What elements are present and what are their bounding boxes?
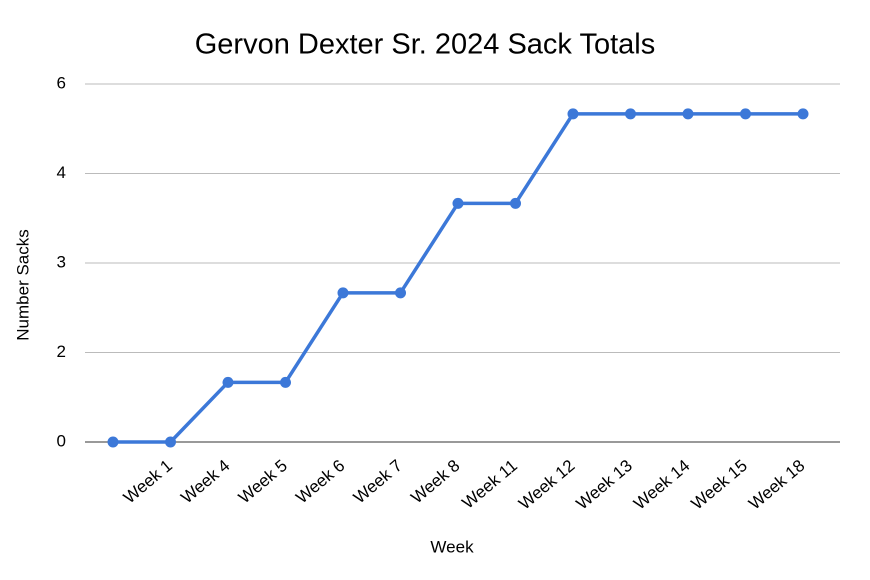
x-tick-label: Week 8 <box>407 456 463 507</box>
y-tick-label: 0 <box>57 431 66 450</box>
x-tick-label: Week 7 <box>350 456 406 507</box>
point <box>165 436 176 448</box>
x-tick-label: Week 13 <box>573 456 636 513</box>
point <box>107 436 119 448</box>
line <box>113 112 803 444</box>
point <box>452 197 464 209</box>
point <box>682 108 694 120</box>
point <box>567 108 579 120</box>
x-tick-label: Week 18 <box>745 456 808 513</box>
y-tick-label: 2 <box>57 342 66 361</box>
x-tick-label: Week 14 <box>630 456 693 513</box>
point <box>625 108 636 120</box>
x-tick-label: Week 12 <box>515 456 578 513</box>
x-tick-label: Week 5 <box>235 456 291 507</box>
chart-title: Gervon Dexter Sr. 2024 Sack Totals <box>195 29 655 61</box>
y-tick-label: 6 <box>57 73 66 92</box>
y-tick-label: 3 <box>57 252 66 271</box>
point <box>280 376 291 388</box>
y-axis-title: Number Sacks <box>13 229 32 340</box>
x-tick-label: Week 1 <box>120 456 176 507</box>
point <box>510 197 521 209</box>
point <box>395 287 406 299</box>
point <box>337 287 349 299</box>
x-tick-label: Week 11 <box>459 456 521 513</box>
x-tick-label: Week 15 <box>688 456 751 513</box>
point <box>222 376 234 388</box>
x-tick-label: Week 4 <box>177 456 233 507</box>
x-axis-title: Week <box>430 537 474 556</box>
x-tick-label: Week 6 <box>292 456 348 507</box>
y-tick-label: 4 <box>57 163 66 182</box>
point <box>740 108 751 120</box>
point <box>797 108 809 120</box>
